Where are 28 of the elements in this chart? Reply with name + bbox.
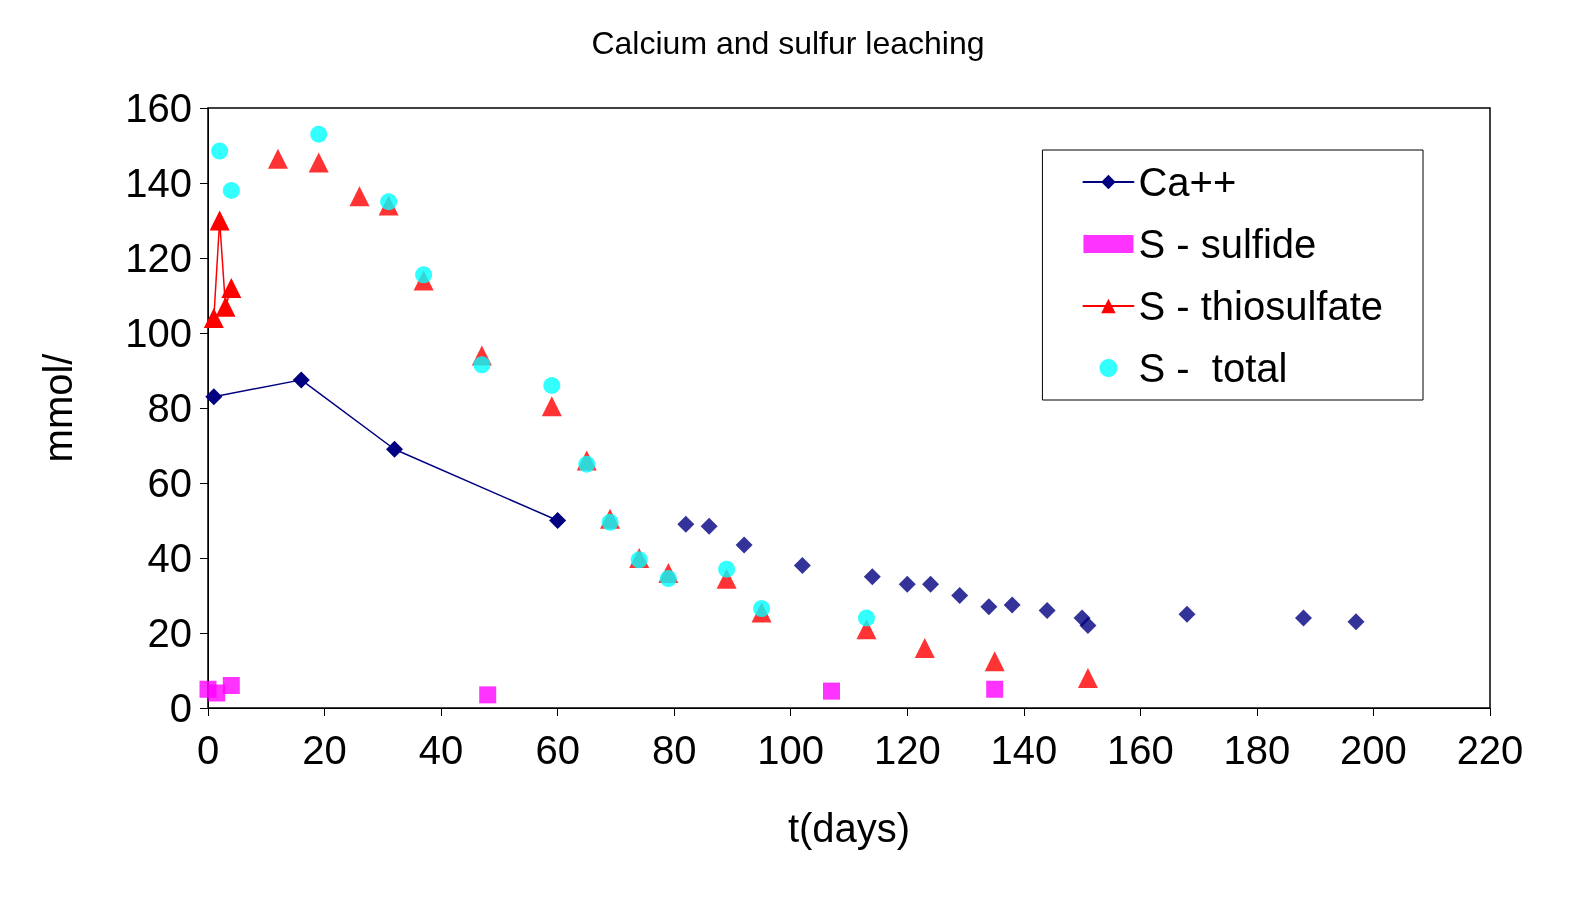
legend-label: S - thiosulfate xyxy=(1138,284,1384,328)
x-tick-label: 60 xyxy=(535,728,580,772)
x-axis-title: t(days) xyxy=(787,806,911,850)
x-tick-label: 40 xyxy=(418,728,464,772)
y-tick-label: 40 xyxy=(147,536,192,580)
y-tick-label: 60 xyxy=(147,461,192,505)
x-tick-label: 140 xyxy=(990,728,1058,772)
y-tick-label: 0 xyxy=(169,686,192,730)
y-tick-label: 20 xyxy=(147,611,192,655)
y-tick-label: 80 xyxy=(147,386,192,430)
x-tick-label: 100 xyxy=(757,728,825,772)
x-tick-label: 220 xyxy=(1456,728,1524,772)
x-tick-label: 160 xyxy=(1106,728,1174,772)
x-tick-label: 200 xyxy=(1340,728,1407,772)
legend-label: Ca++ xyxy=(1138,160,1237,204)
x-tick-label: 180 xyxy=(1223,728,1291,772)
y-tick-label: 100 xyxy=(125,311,192,355)
x-tick-label: 0 xyxy=(196,728,220,772)
legend-label: S - sulfide xyxy=(1138,222,1317,266)
y-tick-label: 140 xyxy=(125,161,192,205)
y-tick-label: 160 xyxy=(125,86,192,130)
x-tick-label: 80 xyxy=(651,728,697,772)
legend-label: S - total xyxy=(1138,346,1288,390)
y-axis-title: mmol/ xyxy=(36,352,80,463)
chart-title: Calcium and sulfur leaching xyxy=(591,25,985,61)
x-tick-label: 20 xyxy=(302,728,347,772)
x-tick-label: 120 xyxy=(873,728,941,772)
y-tick-label: 120 xyxy=(125,236,192,280)
